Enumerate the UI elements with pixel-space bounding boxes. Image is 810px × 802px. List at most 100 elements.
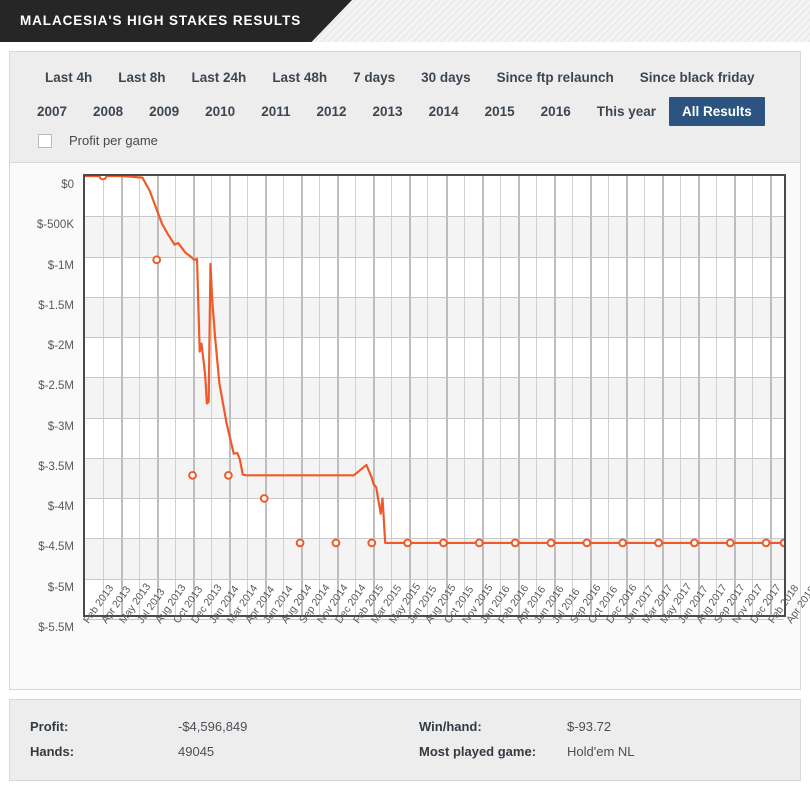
stats-keys-left: Profit: Hands:	[30, 714, 178, 764]
gridline-vertical	[553, 176, 556, 615]
chart-plot-area	[83, 174, 786, 620]
gridline-vertical	[733, 176, 736, 615]
profit-data-markers[interactable]	[85, 176, 784, 615]
chart-panel: $0 $-500K $-1M $-1.5M $-2M $-2.5M $-3M $-3.5M $-…	[9, 162, 810, 690]
stat-value: -$4,596,849	[178, 719, 248, 734]
gridline-vertical	[445, 176, 448, 615]
y-tick-label: $-3M	[47, 420, 74, 433]
filter-this-year[interactable]: This year	[596, 103, 656, 119]
page-header: MALACESIA'S HIGH STAKES RESULTS	[0, 0, 810, 42]
filter-2015[interactable]: 2015	[484, 103, 515, 119]
y-tick-label: $-2M	[47, 340, 74, 353]
profit-per-game-checkbox[interactable]	[38, 133, 52, 148]
gridline-horizontal	[85, 337, 784, 339]
stats-values-right: $-93.72 Hold'em NL	[567, 714, 800, 764]
gridline-vertical	[697, 176, 700, 615]
filter-2014[interactable]: 2014	[428, 103, 459, 119]
gridline-vertical	[625, 176, 628, 615]
chart-vertical-gridlines	[85, 176, 784, 615]
data-point-marker[interactable]	[404, 540, 411, 547]
gridline-horizontal	[85, 498, 784, 500]
gridline-horizontal	[85, 216, 784, 218]
filter-last-4h[interactable]: Last 4h	[45, 69, 93, 85]
data-point-marker[interactable]	[691, 540, 698, 547]
y-tick-label: $-5M	[47, 581, 74, 594]
gridline-vertical	[643, 176, 645, 615]
gridline-horizontal	[85, 538, 784, 540]
filter-panel: Last 4h Last 8h Last 24h Last 48h 7 days 30 d…	[9, 51, 801, 162]
filter-since-black-friday[interactable]: Since black friday	[639, 69, 755, 85]
filter-2012[interactable]: 2012	[316, 103, 347, 119]
data-point-marker[interactable]	[261, 495, 268, 502]
filter-last-8h[interactable]: Last 8h	[118, 69, 166, 85]
data-point-marker[interactable]	[619, 540, 626, 547]
gridline-vertical	[499, 176, 501, 615]
profit-per-game-row[interactable]: Profit per game	[10, 128, 800, 156]
filter-2007[interactable]: 2007	[37, 103, 68, 119]
gridline-vertical	[193, 176, 196, 615]
data-point-marker[interactable]	[297, 540, 304, 547]
data-point-marker[interactable]	[189, 472, 196, 479]
data-point-marker[interactable]	[781, 540, 784, 547]
gridline-vertical	[337, 176, 340, 615]
profit-line-series	[85, 176, 784, 615]
y-tick-label: $-500K	[36, 219, 74, 232]
y-tick-label: $-1.5M	[38, 299, 74, 312]
filter-2011[interactable]: 2011	[261, 103, 291, 119]
gridline-vertical	[301, 176, 304, 615]
data-point-marker[interactable]	[763, 540, 770, 547]
gridline-vertical	[769, 176, 772, 615]
gridline-vertical	[391, 176, 393, 615]
summary-stats: Profit: Hands: -$4,596,849 49045 Win/hand:…	[9, 699, 801, 781]
row-band	[85, 296, 784, 338]
gridline-vertical	[571, 176, 573, 615]
filter-2009[interactable]: 2009	[149, 103, 180, 119]
filter-2010[interactable]: 2010	[205, 103, 236, 119]
row-band	[85, 457, 784, 499]
data-point-marker[interactable]	[727, 540, 734, 547]
y-axis-labels: $0 $-500K $-1M $-1.5M $-2M $-2.5M $-3M $-3.5M $-…	[10, 174, 78, 634]
filter-since-ftp-relaunch[interactable]: Since ftp relaunch	[496, 69, 614, 85]
filter-7-days[interactable]: 7 days	[353, 69, 396, 85]
stat-value: 49045	[178, 744, 215, 759]
gridline-vertical	[517, 176, 520, 615]
data-point-marker[interactable]	[548, 540, 555, 547]
y-tick-label: $-2.5M	[38, 380, 74, 393]
row-band	[85, 538, 784, 579]
filter-2016[interactable]: 2016	[540, 103, 571, 119]
gridline-vertical	[535, 176, 537, 615]
data-point-marker[interactable]	[368, 540, 375, 547]
data-point-marker[interactable]	[583, 540, 590, 547]
filter-last-24h[interactable]: Last 24h	[191, 69, 247, 85]
filter-30-days[interactable]: 30 days	[421, 69, 471, 85]
gridline-vertical	[229, 176, 232, 615]
data-point-marker[interactable]	[225, 472, 232, 479]
row-band	[85, 377, 784, 418]
gridline-vertical	[247, 176, 249, 615]
gridline-horizontal	[85, 296, 784, 298]
stat-key: Win/hand:	[419, 719, 482, 734]
row-band	[85, 216, 784, 257]
gridline-vertical	[607, 176, 609, 615]
gridline-vertical	[355, 176, 357, 615]
gridline-vertical	[589, 176, 592, 615]
gridline-vertical	[265, 176, 268, 615]
y-tick-label: $-3.5M	[38, 460, 74, 473]
filter-last-48h[interactable]: Last 48h	[272, 69, 328, 85]
stats-column-right: Win/hand: Most played game: $-93.72 Hold'e…	[411, 714, 800, 764]
year-filter-row: 2007 2008 2009 2010 2011 2012 2013 2014 2015 2016…	[10, 94, 800, 128]
gridline-vertical	[463, 176, 465, 615]
data-point-marker[interactable]	[440, 540, 447, 547]
filter-2008[interactable]: 2008	[93, 103, 124, 119]
data-point-marker[interactable]	[655, 540, 662, 547]
gridline-horizontal	[85, 377, 784, 379]
gridline-vertical	[121, 176, 124, 615]
filter-2013[interactable]: 2013	[372, 103, 403, 119]
data-point-marker[interactable]	[512, 540, 519, 547]
data-point-marker[interactable]	[333, 540, 340, 547]
data-point-marker[interactable]	[100, 176, 107, 179]
filter-all-results[interactable]: All Results	[669, 96, 765, 126]
data-point-marker[interactable]	[476, 540, 483, 547]
data-point-marker[interactable]	[153, 256, 160, 263]
chart-horizontal-gridlines	[85, 176, 784, 620]
